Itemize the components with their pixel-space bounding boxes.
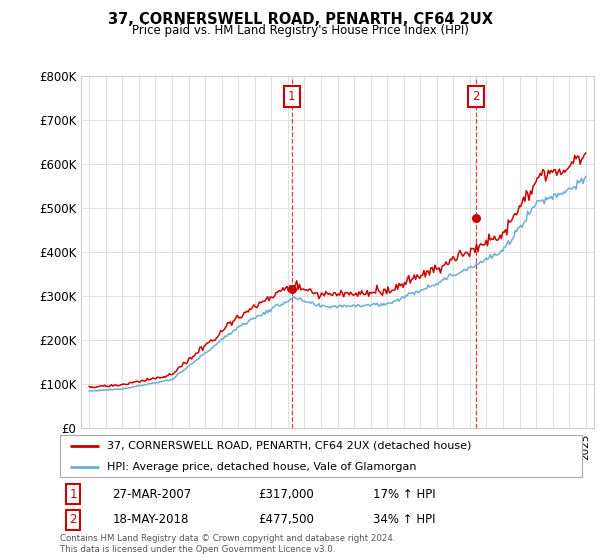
Text: 2: 2	[70, 514, 77, 526]
Text: Price paid vs. HM Land Registry's House Price Index (HPI): Price paid vs. HM Land Registry's House …	[131, 24, 469, 37]
Text: 17% ↑ HPI: 17% ↑ HPI	[373, 488, 436, 501]
Text: 37, CORNERSWELL ROAD, PENARTH, CF64 2UX (detached house): 37, CORNERSWELL ROAD, PENARTH, CF64 2UX …	[107, 441, 472, 451]
Text: HPI: Average price, detached house, Vale of Glamorgan: HPI: Average price, detached house, Vale…	[107, 461, 416, 472]
Text: 34% ↑ HPI: 34% ↑ HPI	[373, 514, 436, 526]
FancyBboxPatch shape	[60, 435, 582, 477]
Text: 27-MAR-2007: 27-MAR-2007	[112, 488, 191, 501]
Text: 37, CORNERSWELL ROAD, PENARTH, CF64 2UX: 37, CORNERSWELL ROAD, PENARTH, CF64 2UX	[107, 12, 493, 27]
Text: 1: 1	[288, 90, 295, 103]
Text: 1: 1	[70, 488, 77, 501]
Text: £317,000: £317,000	[259, 488, 314, 501]
Text: 18-MAY-2018: 18-MAY-2018	[112, 514, 188, 526]
Text: Contains HM Land Registry data © Crown copyright and database right 2024.
This d: Contains HM Land Registry data © Crown c…	[60, 534, 395, 554]
Text: £477,500: £477,500	[259, 514, 314, 526]
Text: 2: 2	[472, 90, 480, 103]
